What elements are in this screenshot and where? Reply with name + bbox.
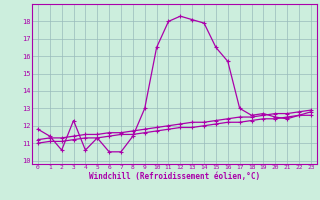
X-axis label: Windchill (Refroidissement éolien,°C): Windchill (Refroidissement éolien,°C) bbox=[89, 172, 260, 181]
